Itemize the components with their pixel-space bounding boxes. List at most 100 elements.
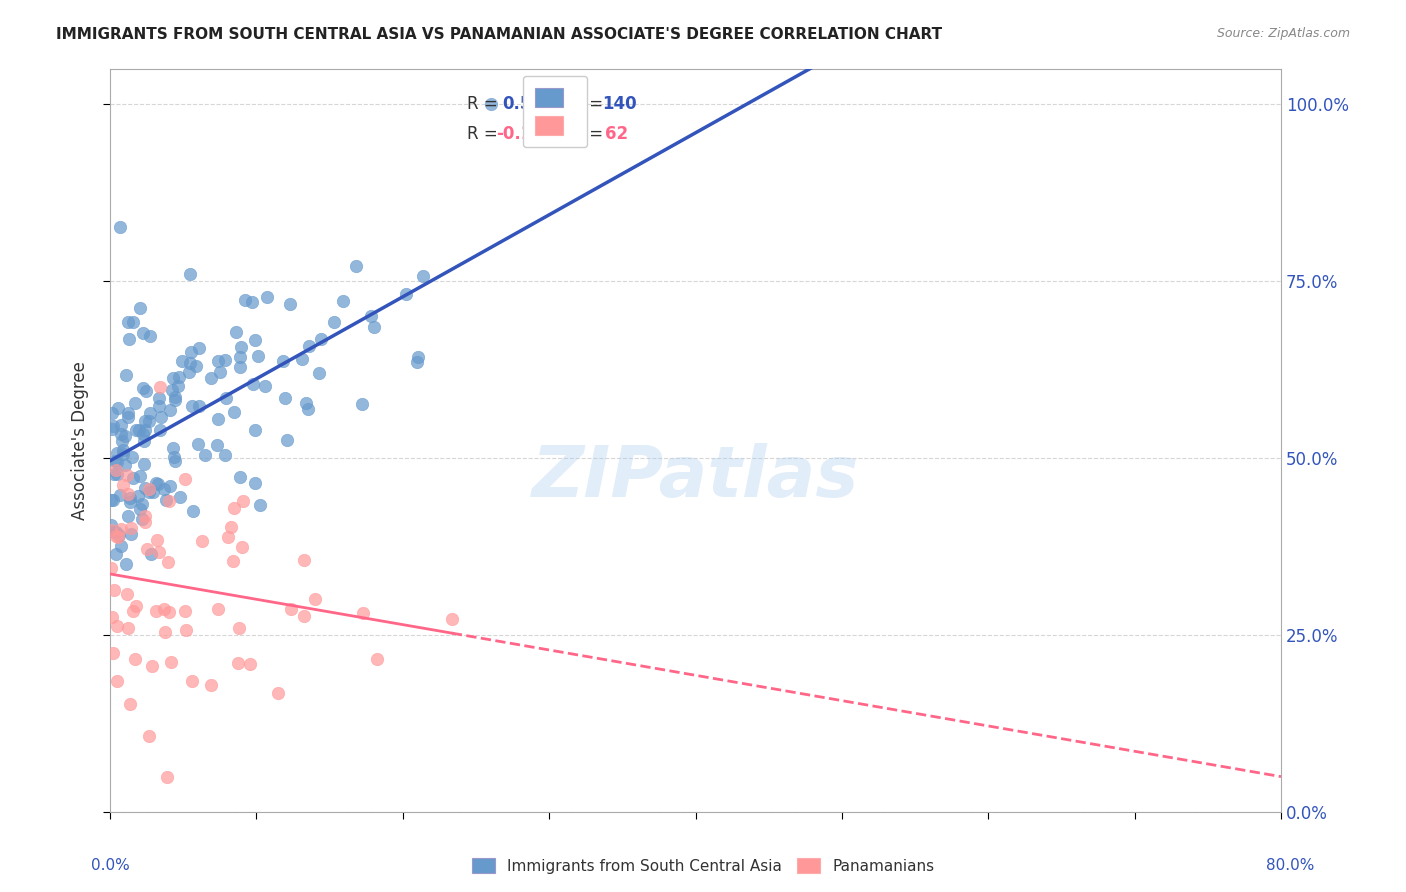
Point xyxy=(200,371,222,385)
Point xyxy=(100,517,122,532)
Point xyxy=(208,365,231,379)
Point xyxy=(150,410,173,425)
Point xyxy=(181,399,204,413)
Point xyxy=(124,396,146,410)
Point xyxy=(194,448,217,462)
Point xyxy=(121,604,143,618)
Point xyxy=(104,547,127,561)
Point xyxy=(243,424,266,438)
Point xyxy=(115,368,138,382)
Point xyxy=(103,467,125,481)
Point xyxy=(332,293,354,308)
Point xyxy=(159,479,181,493)
Point xyxy=(229,351,252,365)
Point xyxy=(187,437,209,451)
Point xyxy=(406,351,429,365)
Point xyxy=(100,561,122,575)
Point xyxy=(225,326,247,340)
Point xyxy=(242,294,264,309)
Point xyxy=(360,309,382,323)
Point xyxy=(117,509,139,524)
Point xyxy=(217,530,239,544)
Point xyxy=(155,493,177,508)
Point xyxy=(215,392,238,406)
Point xyxy=(214,448,236,462)
Point xyxy=(295,396,318,410)
Point xyxy=(115,467,138,482)
Point xyxy=(479,97,502,112)
Point xyxy=(253,379,276,393)
Point xyxy=(146,477,169,491)
Point xyxy=(149,380,172,394)
Point xyxy=(366,651,388,665)
Point xyxy=(304,592,326,607)
Point xyxy=(232,494,254,508)
Point xyxy=(243,333,266,347)
Point xyxy=(145,604,167,618)
Point xyxy=(153,624,176,639)
Point xyxy=(107,401,129,416)
Text: N =: N = xyxy=(561,95,609,113)
Point xyxy=(276,433,298,447)
Text: 140: 140 xyxy=(602,95,637,113)
Point xyxy=(179,267,201,281)
Point xyxy=(207,602,229,616)
Point xyxy=(101,406,124,420)
Point xyxy=(167,379,190,393)
Point xyxy=(266,686,288,700)
Point xyxy=(231,540,253,554)
Point xyxy=(110,434,132,448)
Point xyxy=(117,621,139,635)
Point xyxy=(112,447,135,461)
Point xyxy=(159,402,181,417)
Point xyxy=(207,412,229,426)
Point xyxy=(228,621,250,635)
Text: -0.192: -0.192 xyxy=(496,125,555,144)
Point xyxy=(101,493,124,508)
Point xyxy=(405,355,427,369)
Point xyxy=(138,482,160,496)
Text: 0.569: 0.569 xyxy=(502,95,555,113)
Point xyxy=(229,340,252,354)
Point xyxy=(412,269,434,284)
Point xyxy=(129,502,152,516)
Point xyxy=(127,489,149,503)
Point xyxy=(156,770,179,784)
Point xyxy=(152,482,174,496)
Point xyxy=(134,509,156,524)
Point xyxy=(100,493,122,508)
Point xyxy=(105,619,128,633)
Text: 0.0%: 0.0% xyxy=(91,858,131,872)
Point xyxy=(134,424,156,438)
Point xyxy=(141,659,163,673)
Point xyxy=(187,341,209,355)
Point xyxy=(108,528,131,542)
Point xyxy=(114,558,136,572)
Point xyxy=(117,410,139,425)
Point xyxy=(191,533,214,548)
Point xyxy=(101,610,124,624)
Point xyxy=(174,472,197,486)
Point xyxy=(292,553,315,567)
Point xyxy=(132,380,155,394)
Point xyxy=(148,399,170,413)
Point xyxy=(298,339,321,353)
Point xyxy=(350,396,373,410)
Point xyxy=(135,541,157,556)
Point xyxy=(103,646,125,660)
Point xyxy=(323,315,346,329)
Point xyxy=(104,453,127,467)
Point xyxy=(101,418,124,433)
Point xyxy=(112,478,135,492)
Point xyxy=(207,354,229,368)
Point xyxy=(177,365,200,379)
Point xyxy=(297,401,319,416)
Point xyxy=(167,369,190,384)
Point xyxy=(157,494,180,508)
Point xyxy=(132,434,155,449)
Legend: Immigrants from South Central Asia, Panamanians: Immigrants from South Central Asia, Pana… xyxy=(465,852,941,880)
Point xyxy=(118,495,141,509)
Point xyxy=(128,423,150,437)
Point xyxy=(105,446,128,460)
Text: Source: ZipAtlas.com: Source: ZipAtlas.com xyxy=(1216,27,1350,40)
